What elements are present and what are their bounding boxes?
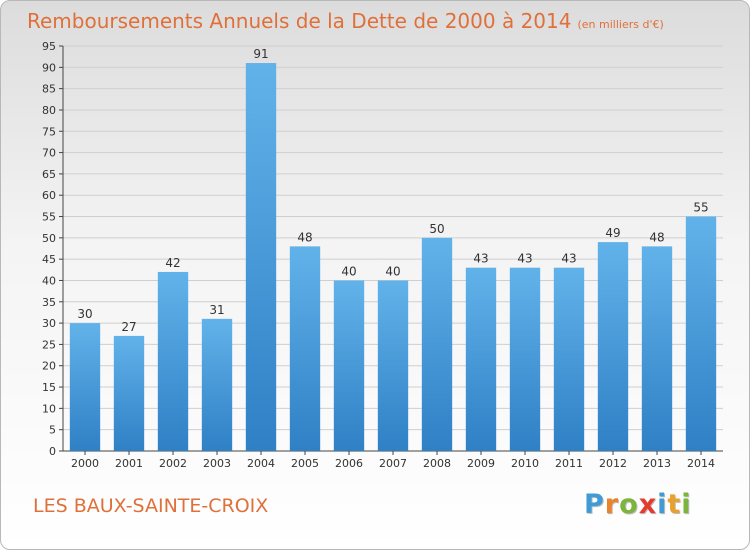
- x-tick-label-2008: 2008: [423, 457, 451, 470]
- data-label-2008: 50: [429, 222, 444, 236]
- data-label-2002: 42: [165, 256, 180, 270]
- logo-letter: P: [584, 489, 605, 520]
- x-tick-label-2009: 2009: [467, 457, 495, 470]
- unit-label: (en milliers d'€): [577, 18, 664, 31]
- y-tick-label: 70: [42, 147, 56, 160]
- data-label-2000: 30: [77, 307, 92, 321]
- bars: [69, 63, 717, 451]
- bar-2004: [245, 63, 277, 451]
- x-tick-label-2013: 2013: [643, 457, 671, 470]
- bar-2007: [377, 280, 409, 451]
- data-label-2010: 43: [517, 252, 532, 266]
- bar-2008: [421, 237, 453, 451]
- y-tick-label: 95: [42, 40, 56, 53]
- bar-2002: [157, 271, 189, 451]
- logo-letter: t: [667, 489, 682, 520]
- data-label-2003: 31: [209, 303, 224, 317]
- bar-2014: [685, 216, 717, 451]
- x-tick-label-2001: 2001: [115, 457, 143, 470]
- data-label-2006: 40: [341, 264, 356, 278]
- bar-2000: [69, 323, 101, 451]
- chart-title-text: Remboursements Annuels de la Dette de 20…: [27, 9, 572, 33]
- y-tick-label: 25: [42, 338, 56, 351]
- y-tick-label: 55: [42, 211, 56, 224]
- data-label-2012: 49: [605, 226, 620, 240]
- x-tick-label-2010: 2010: [511, 457, 539, 470]
- y-tick-label: 45: [42, 253, 56, 266]
- x-tick-label-2011: 2011: [555, 457, 583, 470]
- bar-2011: [553, 267, 585, 451]
- x-tick-label-2007: 2007: [379, 457, 407, 470]
- x-tick-label-2005: 2005: [291, 457, 319, 470]
- data-label-2009: 43: [473, 252, 488, 266]
- data-label-2007: 40: [385, 264, 400, 278]
- chart-title: Remboursements Annuels de la Dette de 20…: [27, 9, 664, 33]
- y-tick-label: 15: [42, 381, 56, 394]
- y-tick-label: 50: [42, 232, 56, 245]
- y-tick-label: 80: [42, 104, 56, 117]
- y-tick-label: 35: [42, 296, 56, 309]
- y-tick-label: 90: [42, 61, 56, 74]
- commune-name: LES BAUX-SAINTE-CROIX: [33, 495, 269, 517]
- y-tick-label: 5: [49, 424, 56, 437]
- y-tick-label: 65: [42, 168, 56, 181]
- x-tick-label-2000: 2000: [71, 457, 99, 470]
- data-label-2011: 43: [561, 252, 576, 266]
- proxiti-logo: Proxiti: [584, 489, 692, 520]
- bar-2003: [201, 318, 233, 451]
- y-tick-label: 85: [42, 83, 56, 96]
- bar-2001: [113, 335, 145, 451]
- x-tick-label-2002: 2002: [159, 457, 187, 470]
- data-label-2001: 27: [121, 320, 136, 334]
- bar-2012: [597, 242, 629, 451]
- x-tick-label-2003: 2003: [203, 457, 231, 470]
- logo-letter: x: [638, 489, 658, 520]
- x-tick-label-2004: 2004: [247, 457, 275, 470]
- y-tick-label: 0: [49, 445, 56, 458]
- x-tick-label-2012: 2012: [599, 457, 627, 470]
- logo-letter: o: [619, 489, 639, 520]
- bar-2010: [509, 267, 541, 451]
- data-label-2005: 48: [297, 230, 312, 244]
- y-tick-label: 20: [42, 360, 56, 373]
- y-tick-label: 75: [42, 125, 56, 138]
- x-tick-label-2006: 2006: [335, 457, 363, 470]
- y-tick-label: 40: [42, 274, 56, 287]
- bar-2009: [465, 267, 497, 451]
- y-tick-label: 30: [42, 317, 56, 330]
- bar-2013: [641, 246, 673, 451]
- data-label-2013: 48: [649, 230, 664, 244]
- logo-letter: i: [681, 489, 692, 520]
- x-tick-label-2014: 2014: [687, 457, 715, 470]
- data-labels: 30 27 42 31 91 48 40 40 50 43 43 43 49 48 55: [77, 47, 708, 334]
- bar-2005: [289, 246, 321, 451]
- logo-letter: r: [604, 489, 620, 520]
- data-label-2004: 91: [253, 47, 268, 61]
- y-tick-label: 10: [42, 402, 56, 415]
- logo-letter: i: [657, 489, 668, 520]
- data-label-2014: 55: [693, 201, 708, 215]
- y-tick-label: 60: [42, 189, 56, 202]
- bar-2006: [333, 280, 365, 451]
